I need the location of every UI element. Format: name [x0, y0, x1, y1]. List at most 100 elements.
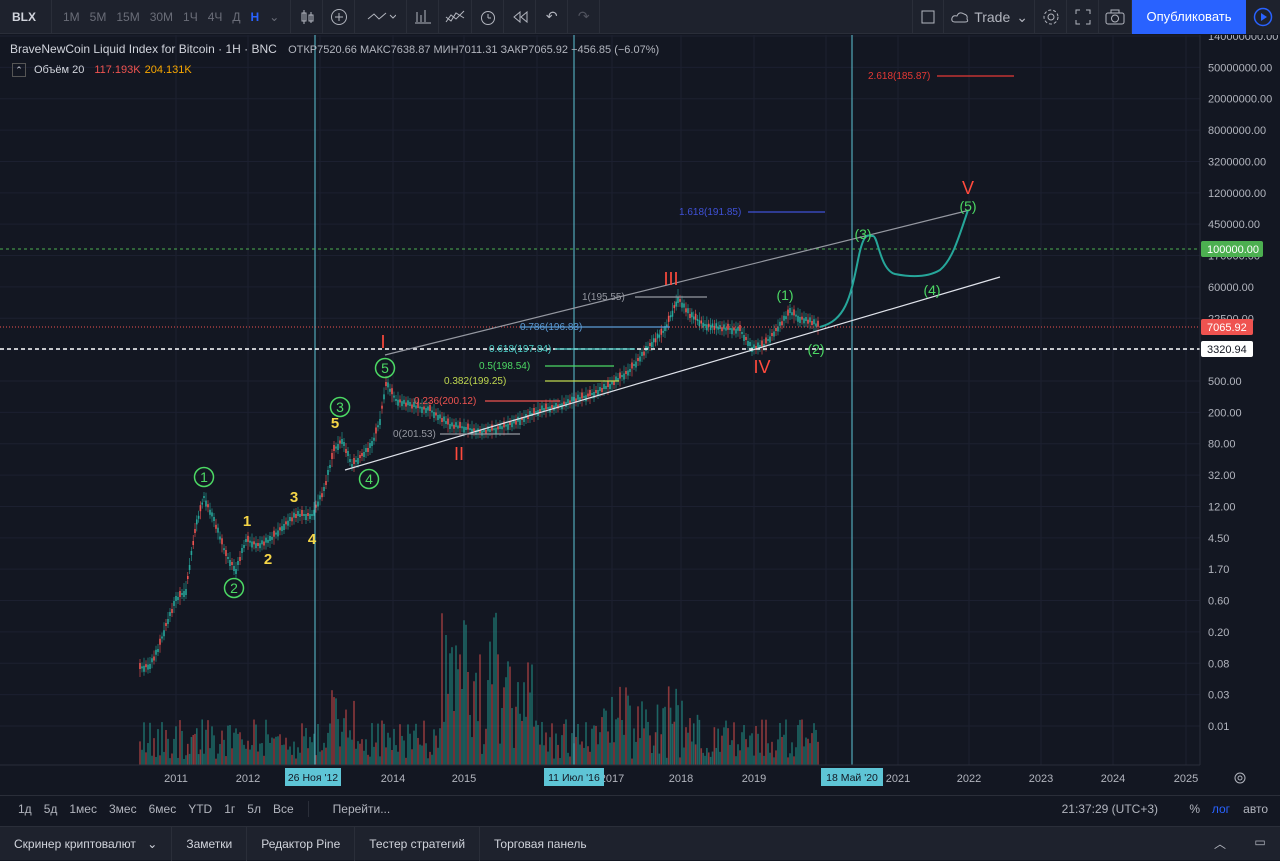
- redo-icon[interactable]: ↷: [568, 0, 601, 34]
- templates-icon[interactable]: [439, 0, 473, 34]
- candle: [797, 315, 799, 322]
- collapse-icon[interactable]: ⌃: [12, 63, 26, 77]
- replay-icon[interactable]: [504, 0, 537, 34]
- volume-bar: [443, 721, 445, 765]
- volume-bar: [405, 757, 407, 765]
- candle: [283, 524, 285, 530]
- candle: [755, 346, 757, 350]
- tab-trading-panel[interactable]: Торговая панель: [494, 836, 587, 851]
- candle: [698, 320, 701, 327]
- candle: [547, 407, 549, 409]
- candle: [455, 422, 457, 428]
- range-6m[interactable]: 6мес: [148, 801, 177, 816]
- volume-bar: [359, 743, 361, 765]
- candle: [463, 426, 465, 433]
- volume-bar: [515, 706, 517, 765]
- range-5y[interactable]: 5л: [247, 801, 261, 816]
- volume-bar: [737, 744, 739, 765]
- range-all[interactable]: Все: [272, 801, 294, 816]
- clock-timezone[interactable]: 21:37:29 (UTC+3): [1061, 801, 1158, 816]
- interval-day[interactable]: Д: [232, 9, 241, 24]
- volume-bar: [535, 720, 537, 765]
- volume-bar: [451, 647, 453, 765]
- candle: [375, 427, 377, 434]
- camera-icon[interactable]: [1099, 0, 1132, 34]
- candle: [658, 334, 661, 338]
- indicators-plus-icon[interactable]: [323, 0, 356, 34]
- candle: [273, 530, 275, 537]
- volume-bar: [715, 747, 718, 765]
- candle: [667, 315, 670, 322]
- range-5d[interactable]: 5д: [43, 801, 58, 816]
- candle: [419, 406, 421, 409]
- candle: [623, 373, 625, 380]
- volume-bar: [739, 750, 741, 765]
- tab-strategy-tester[interactable]: Тестер стратегий: [355, 826, 481, 861]
- candle: [289, 517, 291, 521]
- interval-1m[interactable]: 1M: [63, 9, 80, 24]
- indicators-icon[interactable]: [407, 0, 440, 34]
- candle: [654, 338, 657, 343]
- volume-bar: [329, 723, 331, 765]
- volume-bar: [243, 744, 245, 765]
- gear-icon[interactable]: [1035, 0, 1067, 34]
- volume-bar: [757, 733, 759, 765]
- play-icon[interactable]: [1246, 0, 1280, 34]
- interval-4h[interactable]: 4Ч: [207, 9, 223, 24]
- channel-lower-line[interactable]: [344, 276, 1001, 471]
- candle: [233, 566, 235, 571]
- chevron-down-icon[interactable]: ⌄: [269, 9, 280, 24]
- range-1m[interactable]: 1мес: [69, 801, 97, 816]
- volume-bar: [313, 733, 315, 765]
- candle: [413, 402, 415, 407]
- candle: [483, 428, 485, 433]
- price-chart[interactable]: 0.786(196.83) 0.618(197.84) 0.5(198.54) …: [0, 35, 1280, 795]
- axis-settings-gear-icon[interactable]: [1234, 772, 1246, 784]
- candle: [437, 415, 439, 420]
- percent-toggle[interactable]: %: [1189, 801, 1200, 816]
- compare-icon[interactable]: [355, 0, 408, 34]
- volume-bar: [660, 734, 663, 765]
- alert-clock-icon[interactable]: [472, 0, 505, 34]
- tab-pine-editor[interactable]: Редактор Pine: [247, 826, 356, 861]
- time-axis[interactable]: 2011 2012 2014 2015 2017 2018 2019 2021 …: [164, 773, 1198, 785]
- chevron-up-icon[interactable]: ︿: [1213, 837, 1226, 851]
- interval-30m[interactable]: 30M: [149, 9, 174, 24]
- candle: [749, 342, 751, 346]
- volume-bar: [685, 727, 687, 765]
- candle: [161, 636, 163, 639]
- interval-1h[interactable]: 1Ч: [183, 9, 198, 24]
- range-1y[interactable]: 1г: [224, 801, 236, 816]
- volume-bar: [173, 738, 175, 765]
- price-tick: 20000000.00: [1208, 94, 1272, 106]
- candles-icon[interactable]: [291, 0, 324, 34]
- log-toggle[interactable]: лог: [1211, 801, 1230, 816]
- channel-upper-line[interactable]: [384, 209, 971, 356]
- price-badge-label: 7065.92: [1207, 322, 1247, 334]
- tab-notes[interactable]: Заметки: [172, 826, 248, 861]
- symbol-title[interactable]: BraveNewCoin Liquid Index for Bitcoin · …: [10, 42, 277, 56]
- maximize-panel-icon[interactable]: ▭: [1254, 835, 1266, 849]
- publish-button[interactable]: Опубликовать: [1132, 0, 1246, 34]
- fullscreen-toggle-icon[interactable]: [912, 0, 945, 34]
- candle: [325, 481, 327, 485]
- projection-path[interactable]: [819, 209, 969, 328]
- candle: [551, 405, 553, 408]
- trade-button[interactable]: Trade ⌄: [944, 0, 1035, 34]
- interval-5m[interactable]: 5M: [89, 9, 107, 24]
- volume-bar: [453, 711, 455, 765]
- symbol-search[interactable]: BLX: [0, 0, 52, 34]
- range-ytd[interactable]: YTD: [188, 801, 213, 816]
- range-1d[interactable]: 1д: [18, 801, 32, 816]
- goto-date-button[interactable]: Перейти...: [332, 801, 391, 816]
- volume-label: Объём 20: [34, 64, 85, 76]
- undo-icon[interactable]: ↶: [536, 0, 569, 34]
- interval-15m[interactable]: 15M: [116, 9, 140, 24]
- candle: [713, 325, 716, 330]
- volume-bar: [607, 731, 609, 765]
- interval-week[interactable]: Н: [250, 9, 260, 24]
- tab-crypto-screener[interactable]: Скринер криптовалют ⌄: [0, 826, 173, 861]
- range-3m[interactable]: 3мес: [108, 801, 137, 816]
- fullscreen-icon[interactable]: [1067, 0, 1099, 34]
- auto-toggle[interactable]: авто: [1243, 801, 1268, 816]
